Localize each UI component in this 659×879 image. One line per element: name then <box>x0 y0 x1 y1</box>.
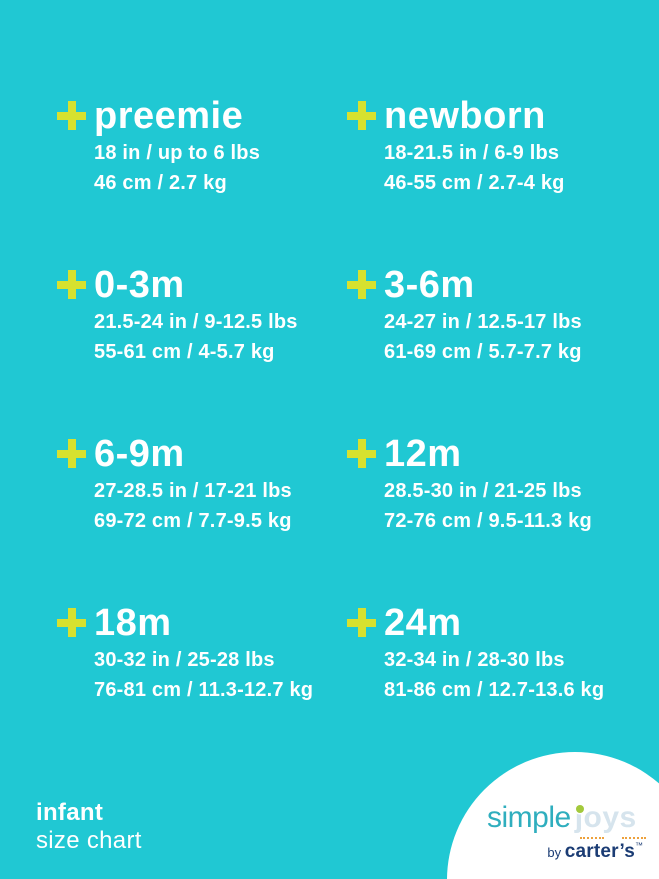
size-label: preemie <box>94 95 244 137</box>
size-cell-24m: 24m 32-34 in / 28-30 lbs 81-86 cm / 12.7… <box>347 601 637 770</box>
size-imperial: 18 in / up to 6 lbs <box>94 142 261 164</box>
size-label: 12m <box>384 433 462 475</box>
size-label: 18m <box>94 602 172 644</box>
plus-icon <box>347 270 376 299</box>
chart-title-category: infant <box>36 799 104 826</box>
logo-carters-text: carter’s <box>564 841 635 862</box>
size-metric: 69-72 cm / 7.7-9.5 kg <box>94 510 292 532</box>
size-imperial: 18-21.5 in / 6-9 lbs <box>384 142 560 164</box>
logo-joys-text: joys <box>574 801 637 834</box>
size-metric: 55-61 cm / 4-5.7 kg <box>94 341 275 363</box>
logo-trademark: ™ <box>635 841 643 850</box>
size-label: 24m <box>384 602 462 644</box>
size-label: 0-3m <box>94 264 185 306</box>
chart-title: infant size chart <box>36 799 142 855</box>
logo-simple-text: simple <box>487 801 571 834</box>
size-cell-3-6m: 3-6m 24-27 in / 12.5-17 lbs 61-69 cm / 5… <box>347 263 637 432</box>
logo-dotted-underline-icon <box>621 837 646 839</box>
size-metric: 61-69 cm / 5.7-7.7 kg <box>384 341 582 363</box>
size-grid: preemie 18 in / up to 6 lbs 46 cm / 2.7 … <box>57 94 637 770</box>
logo-joys-wrap: joys <box>574 801 646 839</box>
plus-icon <box>347 439 376 468</box>
size-label: 3-6m <box>384 264 475 306</box>
size-cell-6-9m: 6-9m 27-28.5 in / 17-21 lbs 69-72 cm / 7… <box>57 432 347 601</box>
size-label: newborn <box>384 95 546 137</box>
logo-j-dot-icon <box>575 805 584 813</box>
brand-circle: simple joys by carter’s™ <box>447 752 659 879</box>
size-label: 6-9m <box>94 433 185 475</box>
simple-joys-logo: simple joys by carter’s™ <box>487 801 646 863</box>
size-cell-preemie: preemie 18 in / up to 6 lbs 46 cm / 2.7 … <box>57 94 347 263</box>
size-cell-12m: 12m 28.5-30 in / 21-25 lbs 72-76 cm / 9.… <box>347 432 637 601</box>
size-metric: 76-81 cm / 11.3-12.7 kg <box>94 679 314 701</box>
size-imperial: 27-28.5 in / 17-21 lbs <box>94 480 292 502</box>
size-cell-0-3m: 0-3m 21.5-24 in / 9-12.5 lbs 55-61 cm / … <box>57 263 347 432</box>
plus-icon <box>57 439 86 468</box>
size-imperial: 28.5-30 in / 21-25 lbs <box>384 480 582 502</box>
logo-wordmark: simple joys <box>487 801 646 839</box>
plus-icon <box>347 101 376 130</box>
plus-icon <box>347 608 376 637</box>
logo-by-text: by <box>547 845 565 860</box>
logo-dotted-underline-icon <box>579 837 604 839</box>
size-metric: 81-86 cm / 12.7-13.6 kg <box>384 679 605 701</box>
plus-icon <box>57 101 86 130</box>
size-cell-newborn: newborn 18-21.5 in / 6-9 lbs 46-55 cm / … <box>347 94 637 263</box>
size-imperial: 21.5-24 in / 9-12.5 lbs <box>94 311 298 333</box>
size-metric: 46-55 cm / 2.7-4 kg <box>384 172 565 194</box>
logo-byline: by carter’s™ <box>487 841 643 863</box>
plus-icon <box>57 270 86 299</box>
size-imperial: 24-27 in / 12.5-17 lbs <box>384 311 582 333</box>
plus-icon <box>57 608 86 637</box>
size-imperial: 30-32 in / 25-28 lbs <box>94 649 275 671</box>
size-imperial: 32-34 in / 28-30 lbs <box>384 649 565 671</box>
size-cell-18m: 18m 30-32 in / 25-28 lbs 76-81 cm / 11.3… <box>57 601 347 770</box>
size-metric: 46 cm / 2.7 kg <box>94 172 227 194</box>
size-metric: 72-76 cm / 9.5-11.3 kg <box>384 510 592 532</box>
chart-title-type: size chart <box>36 827 142 854</box>
